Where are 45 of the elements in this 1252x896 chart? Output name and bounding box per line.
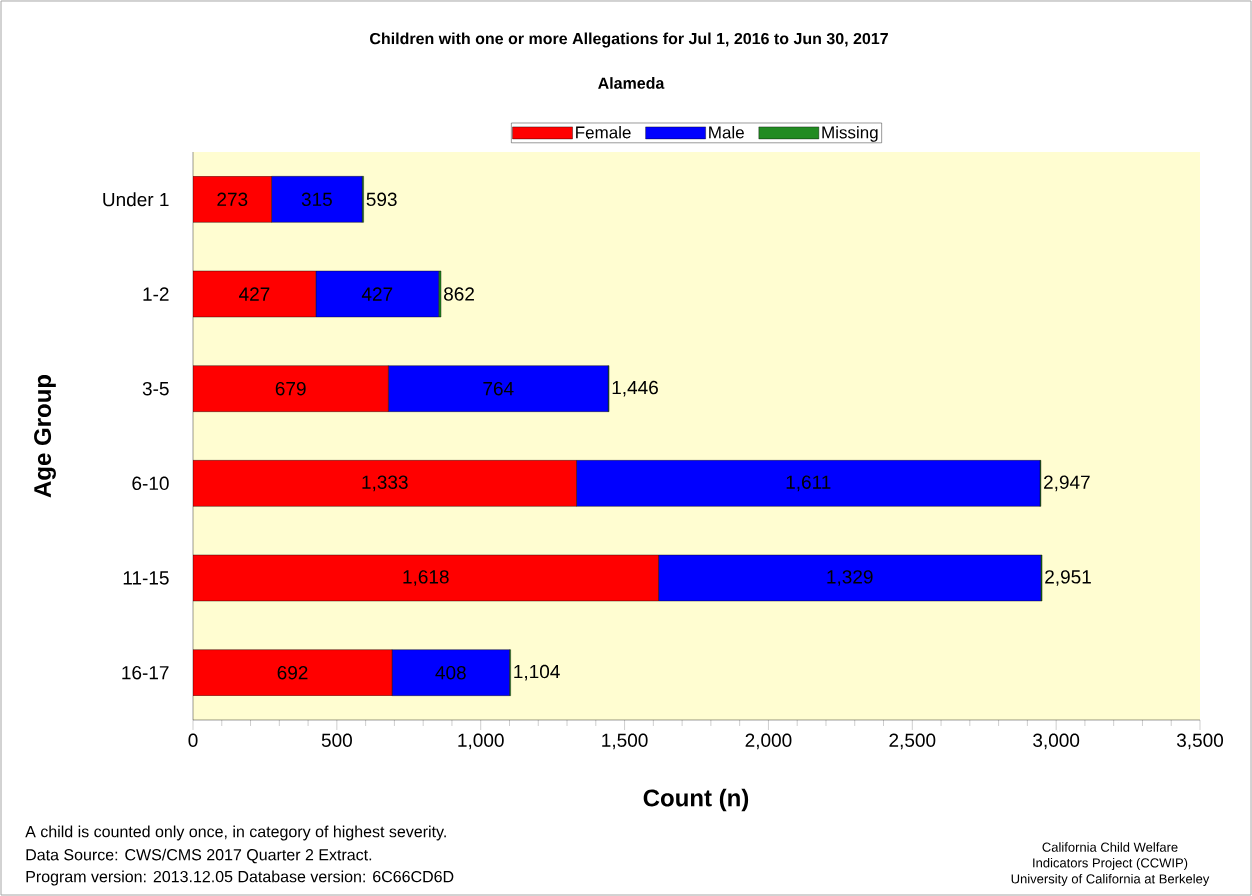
text: University of California at Berkeley (1011, 873, 1210, 887)
data-label: 408 (435, 665, 466, 680)
x-tick-label: 2,000 (745, 733, 792, 750)
total-label: 593 (366, 192, 397, 207)
data-label: 1,329 (827, 570, 873, 586)
x-tick-label: 0 (188, 733, 198, 747)
y-tick-label: 1-2 (143, 287, 169, 301)
text: Program version: 2013.12.05 Database version: 6C66CD6D (26, 870, 454, 886)
x-axis-title: Count (n) (643, 788, 749, 812)
x-tick-label: 2,500 (889, 733, 936, 750)
total-label: 2,951 (1045, 570, 1091, 586)
total-label: 2,947 (1044, 475, 1090, 492)
y-tick-label: 11-15 (123, 571, 169, 585)
x-tick-label: 3,500 (1176, 733, 1224, 750)
data-label: 1,333 (362, 475, 408, 492)
total-label: 862 (444, 287, 474, 301)
y-tick-label: 6-10 (132, 476, 169, 491)
chart-subtitle: Alameda (598, 77, 665, 89)
y-tick-label: Under 1 (103, 192, 169, 207)
x-tick-label: 500 (321, 733, 352, 747)
data-label: 273 (217, 192, 248, 207)
legend-label: Female (576, 126, 631, 139)
data-label: 692 (277, 665, 308, 680)
data-label: 315 (301, 192, 332, 207)
text: A child is counted only once, in category of highest severity. (25, 825, 446, 841)
chart-title: Children with one or more Allegations for Jul 1, 2016 to Jun 30, 2017 (370, 32, 888, 48)
y-tick-label: 16-17 (122, 665, 169, 680)
data-label: 764 (483, 381, 514, 396)
source-note: Data Source: CWS/CMS 2017 Quarter 2 Extract. (26, 848, 372, 864)
total-label: 1,104 (514, 664, 560, 681)
data-label: 1,618 (403, 570, 449, 586)
x-tick-label: 3,000 (1033, 733, 1080, 750)
y-axis-title: Age Group (34, 375, 56, 498)
x-tick-label: 1,000 (458, 733, 504, 750)
data-label: 427 (361, 287, 393, 301)
x-tick-label: 1,500 (602, 733, 648, 750)
text: Indicators Project (CCWIP) (1033, 857, 1188, 871)
legend-label: Male (709, 126, 744, 139)
data-label: 1,611 (786, 475, 831, 492)
total-label: 1,446 (612, 380, 658, 397)
data-label: 679 (275, 381, 306, 396)
y-tick-label: 3-5 (142, 381, 169, 396)
text: California Child Welfare (1042, 842, 1178, 852)
data-label: 427 (239, 287, 270, 301)
legend-label: Missing (822, 126, 878, 142)
